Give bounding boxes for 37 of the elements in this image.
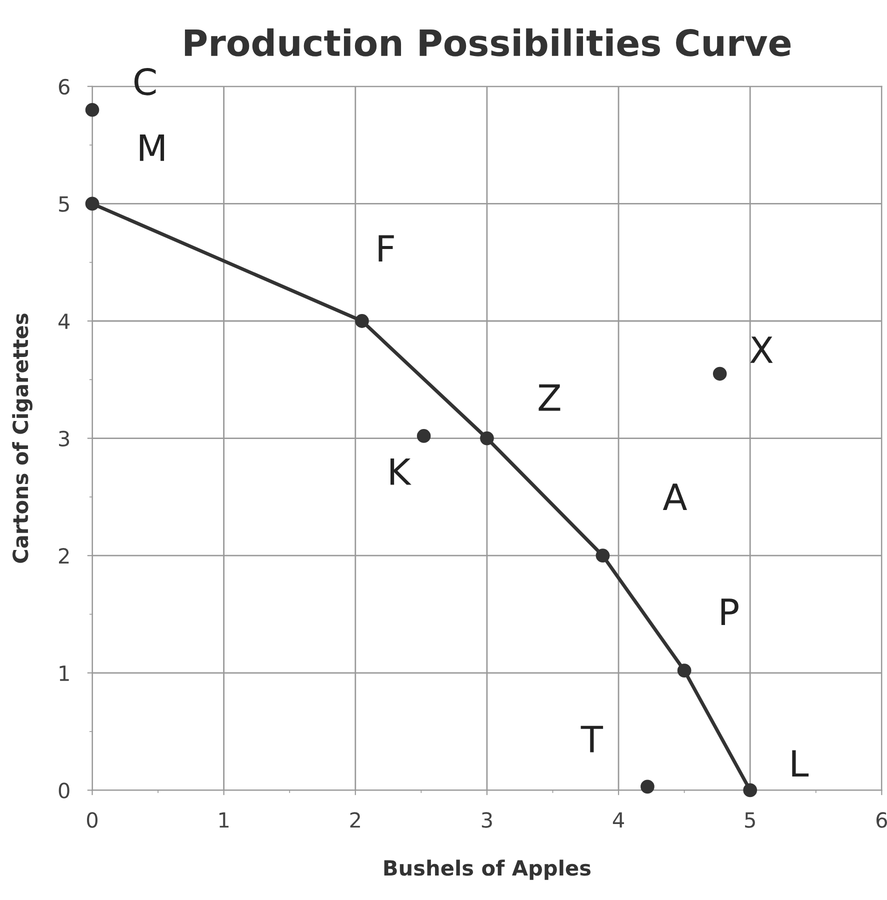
point [677, 664, 692, 678]
annotation: Z [538, 384, 560, 411]
x-tick-label: 4 [612, 812, 624, 828]
point [85, 102, 100, 117]
x-tick-label: 2 [350, 812, 360, 828]
chart-title: Production Possibilities Curve [184, 28, 791, 56]
y-tick-label: 3 [59, 430, 70, 447]
annotation: X [750, 336, 773, 363]
y-tick-label: 0 [58, 782, 70, 798]
annotation: P [721, 598, 738, 625]
point [640, 780, 654, 794]
y-tick-label: 2 [58, 548, 69, 564]
annotation: L [792, 750, 809, 777]
x-tick-label: 0 [86, 812, 98, 828]
annotation: T [580, 726, 604, 752]
annotation: M [140, 134, 164, 161]
y-tick-label: 1 [60, 666, 69, 681]
point [743, 783, 758, 798]
y-tick-label: 6 [58, 78, 70, 95]
y-tick-label: 5 [59, 196, 69, 212]
point [355, 314, 369, 328]
y-tick-label: 4 [58, 314, 70, 329]
annotation: F [378, 235, 394, 262]
x-tick-label: 5 [745, 812, 755, 828]
annotation: K [390, 458, 412, 485]
y-axis-title: Cartons of Cigarettes [12, 314, 32, 563]
point [85, 196, 100, 211]
annotation: A [662, 484, 688, 510]
x-axis-title: Bushels of Apples [384, 860, 591, 880]
point [596, 548, 610, 563]
x-tick-label: 3 [482, 812, 492, 828]
point [416, 429, 431, 443]
point [480, 431, 494, 446]
x-tick-label: 1 [219, 812, 229, 828]
point [712, 366, 727, 381]
x-tick-label: 6 [876, 812, 887, 828]
annotation: C [134, 68, 156, 96]
